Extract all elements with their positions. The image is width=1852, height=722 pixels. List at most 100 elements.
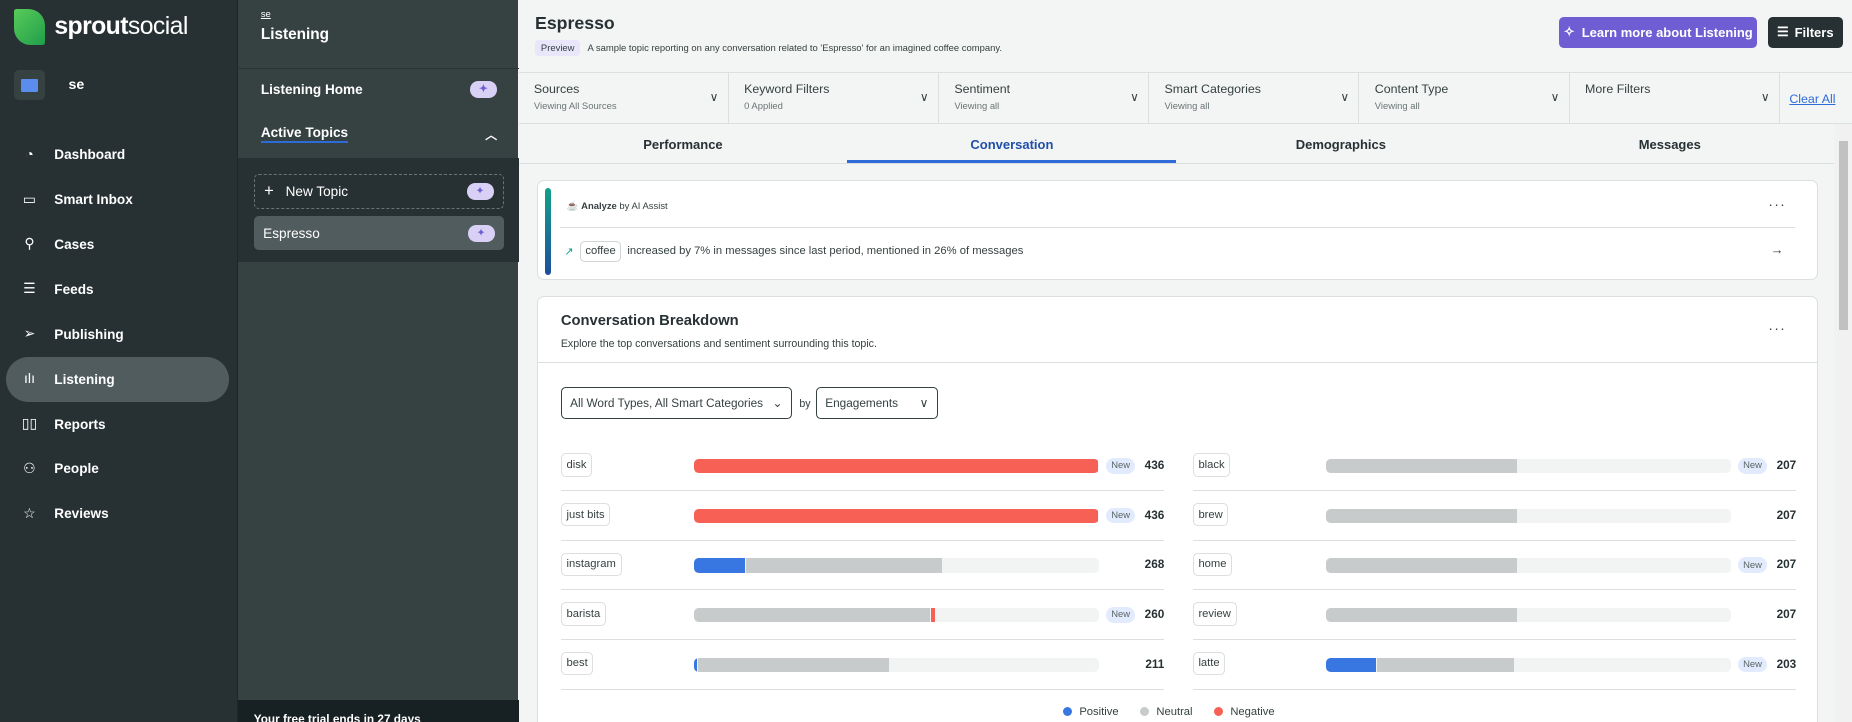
- ai-assist-label: by AI Assist: [619, 200, 668, 212]
- workspace-link[interactable]: se: [260, 9, 271, 21]
- bar-neutral: [1326, 508, 1518, 524]
- subnav-header: se Listening: [238, 0, 520, 69]
- filter-sentiment[interactable]: Sentiment Viewing all ∨: [939, 73, 1150, 123]
- term-label[interactable]: black: [1192, 453, 1231, 477]
- bar-neutral: [1377, 657, 1514, 672]
- page-title: Espresso: [535, 12, 615, 33]
- tab-performance[interactable]: Performance: [643, 136, 723, 152]
- metric-dropdown[interactable]: Engagements ∨: [815, 387, 938, 420]
- chevron-down-icon: ∨: [1340, 89, 1349, 104]
- term-row[interactable]: best 211: [560, 640, 1165, 690]
- filter-label: Keyword Filters: [744, 82, 830, 97]
- term-label[interactable]: disk: [560, 453, 593, 477]
- keyword-pill[interactable]: coffee: [579, 240, 622, 262]
- filter-label: Smart Categories: [1164, 82, 1261, 97]
- nav-item-people[interactable]: ⚇ People: [6, 446, 229, 491]
- term-label[interactable]: latte: [1192, 651, 1226, 676]
- term-label[interactable]: barista: [560, 602, 606, 626]
- scrollbar-thumb[interactable]: [1838, 140, 1849, 330]
- term-label[interactable]: home: [1192, 552, 1233, 576]
- filter-keyword-filters[interactable]: Keyword Filters 0 Applied ∨: [729, 73, 939, 123]
- listening-home-link[interactable]: Listening Home ✦: [261, 81, 498, 99]
- ai-sparkle-icon: ✦: [469, 81, 498, 99]
- topic-item-espresso[interactable]: Espresso ✦: [253, 216, 505, 251]
- nav-item-publishing[interactable]: ➢ Publishing: [6, 312, 229, 357]
- nav-item-reviews[interactable]: ☆ Reviews: [6, 491, 229, 536]
- filter-content-type[interactable]: Content Type Viewing all ∨: [1359, 73, 1570, 123]
- term-row[interactable]: barista New 260: [560, 590, 1165, 640]
- nav-item-label: Listening: [54, 371, 115, 387]
- filter-smart-categories[interactable]: Smart Categories Viewing all ∨: [1149, 73, 1360, 123]
- term-row[interactable]: latte New 203: [1192, 640, 1797, 690]
- accent-stripe: [545, 187, 552, 275]
- sentiment-bar: [694, 558, 1100, 573]
- nav-item-listening[interactable]: ılı Listening: [5, 356, 230, 402]
- term-value: 436: [1144, 507, 1165, 522]
- term-row[interactable]: home New 207: [1192, 541, 1797, 591]
- term-label[interactable]: review: [1192, 602, 1237, 626]
- chevron-down-icon: ∨: [1550, 89, 1560, 104]
- term-value: 211: [1145, 656, 1165, 671]
- chevron-down-icon: ∨: [1760, 89, 1770, 104]
- term-row[interactable]: review 207: [1192, 590, 1797, 640]
- term-label[interactable]: best: [560, 651, 594, 676]
- more-options-icon[interactable]: ···: [1768, 197, 1786, 214]
- trial-banner[interactable]: Your free trial ends in 27 days: [238, 700, 520, 722]
- by-label: by: [799, 397, 811, 410]
- new-badge: New: [1106, 507, 1135, 524]
- nav-item-feeds[interactable]: ☰ Feeds: [6, 267, 229, 312]
- nav-item-cases[interactable]: ⚲ Cases: [6, 222, 229, 267]
- term-value: 207: [1776, 557, 1797, 572]
- subnav-title: Listening: [260, 25, 330, 43]
- bar-neutral: [697, 657, 890, 672]
- filter-value: Viewing all: [1164, 101, 1210, 113]
- clear-all-link[interactable]: Clear All: [1789, 91, 1836, 106]
- ai-sparkle-icon: ✦: [467, 224, 495, 242]
- term-row[interactable]: black New 207: [1192, 442, 1797, 492]
- nav-item-smart-inbox[interactable]: ▭ Smart Inbox: [6, 177, 229, 222]
- new-topic-label: New Topic: [285, 184, 349, 200]
- more-options-icon[interactable]: ···: [1768, 321, 1786, 338]
- nav-item-label: Cases: [54, 236, 95, 252]
- sprout-social-logo[interactable]: sproutsocial: [14, 9, 188, 45]
- nav-item-reports[interactable]: ▯▯ Reports: [6, 402, 229, 447]
- word-type-dropdown[interactable]: All Word Types, All Smart Categories ⌄: [560, 387, 792, 420]
- nav-item-dashboard[interactable]: ◔ Dashboard: [6, 132, 229, 177]
- legend-label: Negative: [1230, 706, 1275, 719]
- filter-more-filters[interactable]: More Filters ∨: [1570, 73, 1780, 123]
- term-label[interactable]: just bits: [560, 502, 611, 527]
- filter-value: Viewing All Sources: [533, 101, 617, 113]
- term-row[interactable]: disk New 436: [560, 442, 1165, 492]
- nav-item-label: Dashboard: [54, 147, 126, 163]
- term-label[interactable]: instagram: [560, 552, 622, 576]
- legend-label: Neutral: [1156, 706, 1193, 719]
- term-row[interactable]: instagram 268: [560, 541, 1165, 591]
- chevron-down-icon: ∨: [919, 396, 929, 411]
- active-topics-toggle[interactable]: Active Topics ︿: [260, 125, 497, 144]
- arrow-right-icon[interactable]: →: [1770, 241, 1784, 257]
- term-row[interactable]: just bits New 436: [560, 491, 1165, 541]
- nav-item-label: Publishing: [54, 326, 124, 342]
- tab-conversation[interactable]: Conversation: [847, 124, 1177, 164]
- sentiment-bar: [1326, 508, 1732, 524]
- plus-icon: +: [264, 181, 274, 201]
- sound-wave-icon: ılı: [23, 371, 35, 388]
- term-label[interactable]: brew: [1192, 502, 1229, 527]
- inbox-icon: ▭: [22, 191, 37, 208]
- learn-more-button[interactable]: ✧ Learn more about Listening: [1559, 16, 1758, 49]
- filters-button[interactable]: ☰ Filters: [1768, 16, 1843, 49]
- bar-neutral: [1326, 608, 1518, 623]
- filter-sources[interactable]: Sources Viewing All Sources ∨: [519, 73, 729, 123]
- filter-label: Sentiment: [954, 82, 1011, 97]
- chevron-down-icon: ⌄: [772, 396, 783, 411]
- scrollbar[interactable]: [1834, 124, 1852, 722]
- term-row[interactable]: brew 207: [1192, 491, 1797, 541]
- workspace-switcher[interactable]: se: [14, 69, 84, 101]
- new-topic-button[interactable]: + New Topic ✦: [253, 173, 505, 210]
- card-subtitle: Explore the top conversations and sentim…: [560, 337, 877, 350]
- tab-messages[interactable]: Messages: [1638, 136, 1701, 152]
- topic-description: Preview A sample topic reporting on any …: [535, 40, 1002, 56]
- folder-icon: [14, 69, 45, 101]
- new-badge: New: [1738, 557, 1767, 573]
- tab-demographics[interactable]: Demographics: [1295, 136, 1386, 152]
